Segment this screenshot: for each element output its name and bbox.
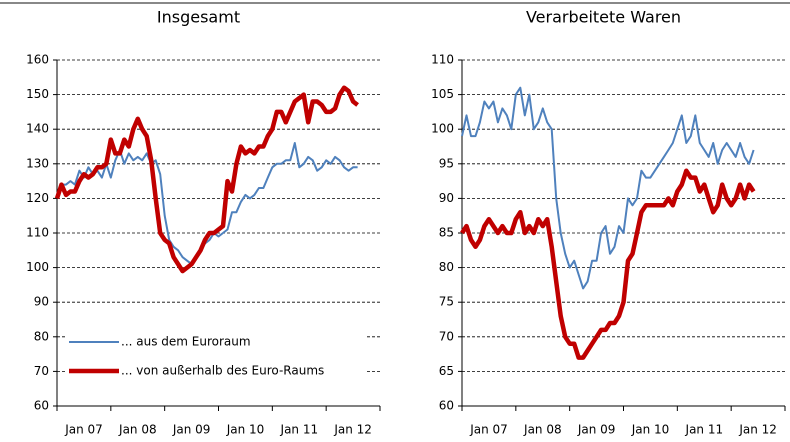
- y-tick-label: 100: [431, 122, 454, 136]
- x-tick-label: Jan 12: [738, 423, 777, 437]
- y-tick-label: 105: [431, 87, 454, 101]
- x-tick-label: Jan 07: [64, 423, 103, 437]
- x-tick-label: Jan 08: [523, 423, 562, 437]
- y-tick-label: 130: [26, 156, 49, 170]
- y-tick-label: 80: [439, 260, 454, 274]
- x-tick-label: Jan 10: [226, 423, 265, 437]
- series-line: [460, 168, 756, 360]
- y-tick-label: 110: [431, 53, 454, 67]
- y-tick-label: 75: [439, 295, 454, 309]
- x-tick-label: Jan 11: [685, 423, 724, 437]
- y-tick-label: 70: [34, 364, 49, 378]
- x-tick-label: Jan 10: [631, 423, 670, 437]
- legend-label: ... von außerhalb des Euro-Raums: [121, 364, 324, 378]
- y-tick-label: 150: [26, 87, 49, 101]
- chart-title: Insgesamt: [157, 8, 240, 27]
- chart-title: Verarbeitete Waren: [526, 8, 681, 27]
- series-line: [56, 142, 358, 266]
- x-tick-label: Jan 11: [280, 423, 319, 437]
- y-tick-label: 85: [439, 226, 454, 240]
- y-tick-label: 90: [34, 295, 49, 309]
- y-tick-label: 65: [439, 364, 454, 378]
- legend-label: ... aus dem Euroraum: [121, 335, 251, 349]
- y-tick-label: 120: [26, 191, 49, 205]
- y-tick-label: 70: [439, 329, 454, 343]
- y-tick-label: 95: [439, 156, 454, 170]
- y-tick-label: 100: [26, 260, 49, 274]
- y-tick-label: 160: [26, 53, 49, 67]
- y-tick-label: 140: [26, 122, 49, 136]
- y-tick-label: 110: [26, 226, 49, 240]
- y-tick-label: 80: [34, 329, 49, 343]
- x-tick-label: Jan 09: [172, 423, 211, 437]
- series-line: [54, 85, 359, 274]
- x-tick-label: Jan 12: [333, 423, 372, 437]
- y-tick-label: 60: [439, 399, 454, 413]
- x-tick-label: Jan 09: [577, 423, 616, 437]
- legend-box: [65, 328, 365, 386]
- y-tick-label: 60: [34, 399, 49, 413]
- x-tick-label: Jan 07: [469, 423, 508, 437]
- series-line: [461, 86, 755, 290]
- y-tick-label: 90: [439, 191, 454, 205]
- x-tick-label: Jan 08: [118, 423, 157, 437]
